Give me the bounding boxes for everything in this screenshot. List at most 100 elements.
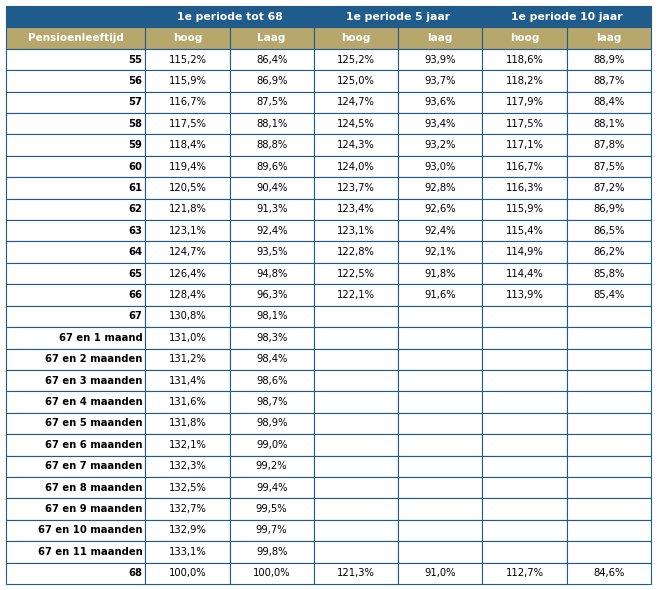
Bar xyxy=(230,156,314,177)
Text: 60: 60 xyxy=(129,162,143,172)
Bar xyxy=(398,477,482,499)
Bar xyxy=(314,520,398,541)
Text: 122,8%: 122,8% xyxy=(337,247,375,257)
Text: 61: 61 xyxy=(128,183,143,193)
Bar xyxy=(145,241,230,263)
Bar xyxy=(566,263,651,284)
Text: 122,1%: 122,1% xyxy=(337,290,375,300)
Bar xyxy=(482,263,566,284)
Text: 130,8%: 130,8% xyxy=(168,312,207,322)
Text: 115,9%: 115,9% xyxy=(168,76,207,86)
Text: 132,5%: 132,5% xyxy=(168,483,207,493)
Text: 92,4%: 92,4% xyxy=(256,226,288,236)
Bar xyxy=(314,177,398,199)
Text: 67 en 5 maanden: 67 en 5 maanden xyxy=(45,418,143,428)
Bar xyxy=(230,434,314,455)
Bar xyxy=(6,455,145,477)
Bar xyxy=(566,391,651,413)
Text: 98,3%: 98,3% xyxy=(256,333,287,343)
Text: 67 en 11 maanden: 67 en 11 maanden xyxy=(38,547,143,557)
Bar xyxy=(230,263,314,284)
Text: 116,7%: 116,7% xyxy=(168,97,207,107)
Bar xyxy=(6,199,145,220)
Bar xyxy=(6,477,145,499)
Bar xyxy=(482,563,566,584)
Text: 116,3%: 116,3% xyxy=(506,183,543,193)
Bar xyxy=(482,477,566,499)
Text: Laag: Laag xyxy=(257,33,286,43)
Text: 85,8%: 85,8% xyxy=(593,268,624,278)
Text: 93,0%: 93,0% xyxy=(424,162,456,172)
Text: 91,6%: 91,6% xyxy=(424,290,456,300)
Bar xyxy=(230,391,314,413)
Bar xyxy=(566,91,651,113)
Bar xyxy=(145,156,230,177)
Bar xyxy=(566,27,651,49)
Text: 86,5%: 86,5% xyxy=(593,226,624,236)
Text: 87,8%: 87,8% xyxy=(593,140,624,150)
Text: hoog: hoog xyxy=(341,33,371,43)
Text: 131,0%: 131,0% xyxy=(168,333,207,343)
Bar xyxy=(230,220,314,241)
Text: 124,0%: 124,0% xyxy=(337,162,375,172)
Text: 123,1%: 123,1% xyxy=(337,226,375,236)
Bar xyxy=(314,370,398,391)
Bar xyxy=(6,306,145,327)
Bar xyxy=(230,370,314,391)
Bar xyxy=(398,49,482,70)
Text: 131,4%: 131,4% xyxy=(168,376,207,386)
Text: 93,7%: 93,7% xyxy=(424,76,456,86)
Bar xyxy=(566,563,651,584)
Text: hoog: hoog xyxy=(510,33,539,43)
Text: 133,1%: 133,1% xyxy=(168,547,207,557)
Bar xyxy=(314,263,398,284)
Text: 92,8%: 92,8% xyxy=(424,183,456,193)
Bar xyxy=(230,306,314,327)
Text: 88,7%: 88,7% xyxy=(593,76,624,86)
Bar xyxy=(314,220,398,241)
Bar xyxy=(145,413,230,434)
Bar xyxy=(145,91,230,113)
Text: 117,5%: 117,5% xyxy=(506,119,543,129)
Bar xyxy=(398,91,482,113)
Bar xyxy=(566,477,651,499)
Bar xyxy=(6,391,145,413)
Text: 67 en 9 maanden: 67 en 9 maanden xyxy=(45,504,143,514)
Text: 132,3%: 132,3% xyxy=(168,461,207,471)
Bar xyxy=(6,91,145,113)
Text: 118,6%: 118,6% xyxy=(506,54,543,64)
Bar xyxy=(566,306,651,327)
Text: 55: 55 xyxy=(128,54,143,64)
Bar xyxy=(6,156,145,177)
Bar xyxy=(314,413,398,434)
Bar xyxy=(314,499,398,520)
Text: 124,5%: 124,5% xyxy=(337,119,375,129)
Text: 91,8%: 91,8% xyxy=(424,268,456,278)
Bar xyxy=(6,177,145,199)
Text: 57: 57 xyxy=(129,97,143,107)
Text: hoog: hoog xyxy=(173,33,202,43)
Bar xyxy=(566,370,651,391)
Bar xyxy=(6,499,145,520)
Bar xyxy=(314,349,398,370)
Bar xyxy=(398,541,482,563)
Bar xyxy=(398,455,482,477)
Text: 98,6%: 98,6% xyxy=(256,376,288,386)
Text: 131,2%: 131,2% xyxy=(168,354,207,364)
Bar xyxy=(6,220,145,241)
Bar xyxy=(314,541,398,563)
Bar xyxy=(230,49,314,70)
Bar xyxy=(6,520,145,541)
Bar xyxy=(145,541,230,563)
Bar xyxy=(145,135,230,156)
Text: 98,9%: 98,9% xyxy=(256,418,288,428)
Text: 93,4%: 93,4% xyxy=(424,119,456,129)
Bar xyxy=(230,91,314,113)
Bar xyxy=(314,306,398,327)
Bar xyxy=(398,434,482,455)
Bar xyxy=(482,499,566,520)
Text: 124,7%: 124,7% xyxy=(337,97,375,107)
Text: 99,2%: 99,2% xyxy=(256,461,288,471)
Bar xyxy=(6,349,145,370)
Text: 99,8%: 99,8% xyxy=(256,547,288,557)
